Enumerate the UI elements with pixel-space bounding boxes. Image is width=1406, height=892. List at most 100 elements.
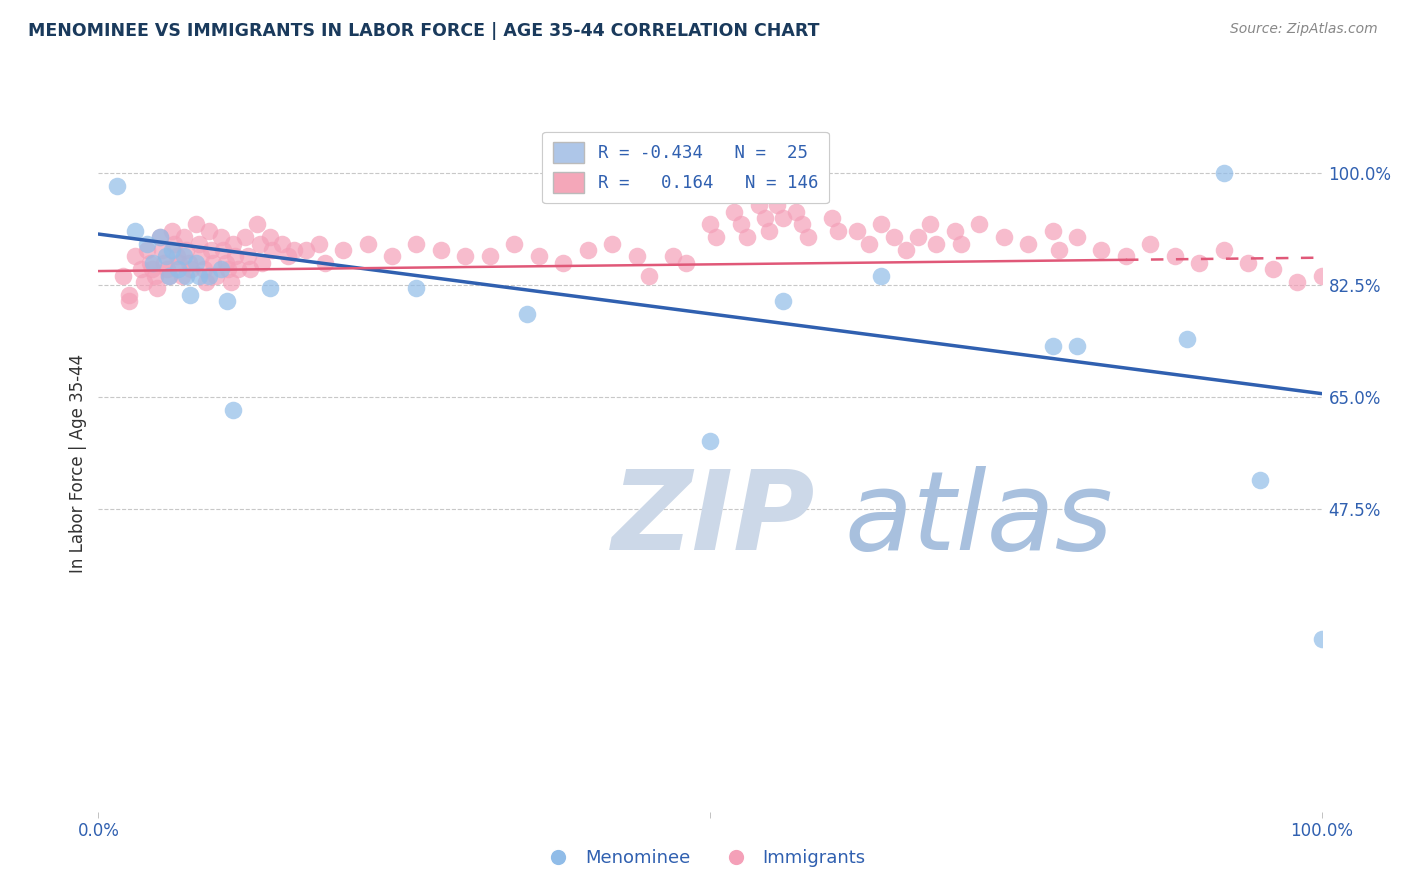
Point [136, 236, 159, 251]
Point [160, 224, 183, 238]
Text: MENOMINEE VS IMMIGRANTS IN LABOR FORCE | AGE 35-44 CORRELATION CHART: MENOMINEE VS IMMIGRANTS IN LABOR FORCE |… [28, 22, 820, 40]
Point [111, 268, 134, 283]
Point [153, 256, 176, 270]
Point [1066, 339, 1088, 353]
Point [1066, 230, 1088, 244]
Legend: R = -0.434   N =  25, R =   0.164   N = 146: R = -0.434 N = 25, R = 0.164 N = 146 [543, 132, 828, 203]
Point [943, 224, 966, 238]
Point [1017, 236, 1039, 251]
Point [405, 236, 427, 251]
Point [195, 275, 218, 289]
Point [797, 230, 820, 244]
Point [142, 256, 165, 270]
Point [735, 230, 758, 244]
Point [155, 249, 177, 263]
Point [150, 243, 173, 257]
Point [993, 230, 1015, 244]
Point [118, 287, 141, 301]
Point [146, 281, 169, 295]
Point [259, 281, 281, 295]
Point [190, 249, 212, 263]
Point [1249, 473, 1271, 487]
Point [222, 402, 245, 417]
Point [704, 230, 727, 244]
Point [252, 256, 274, 270]
Point [478, 249, 501, 263]
Point [515, 307, 537, 321]
Point [675, 256, 697, 270]
Point [845, 224, 868, 238]
Point [197, 268, 219, 283]
Point [730, 218, 752, 232]
Point [186, 256, 208, 270]
Point [118, 294, 141, 309]
Point [167, 256, 190, 270]
Point [308, 236, 330, 251]
Point [1188, 256, 1211, 270]
Point [1310, 268, 1333, 283]
Point [870, 218, 893, 232]
Point [1212, 243, 1234, 257]
Point [894, 243, 917, 257]
Point [124, 249, 146, 263]
Point [600, 236, 623, 251]
Point [141, 262, 163, 277]
Point [239, 262, 262, 277]
Point [139, 256, 162, 270]
Point [907, 230, 929, 244]
Point [503, 236, 526, 251]
Point [157, 268, 180, 283]
Point [748, 198, 770, 212]
Point [179, 287, 201, 301]
Point [1237, 256, 1260, 270]
Point [187, 236, 209, 251]
Point [858, 236, 880, 251]
Point [821, 211, 844, 225]
Point [105, 179, 128, 194]
Point [1286, 275, 1309, 289]
Point [920, 218, 942, 232]
Point [772, 294, 794, 309]
Point [143, 268, 166, 283]
Point [160, 243, 183, 257]
Point [197, 224, 219, 238]
Point [827, 224, 849, 238]
Point [454, 249, 477, 263]
Point [249, 236, 271, 251]
Point [699, 434, 721, 449]
Point [132, 275, 155, 289]
Point [233, 230, 256, 244]
Point [1090, 243, 1112, 257]
Point [870, 268, 893, 283]
Point [314, 256, 336, 270]
Point [761, 186, 783, 200]
Point [277, 249, 299, 263]
Point [193, 262, 215, 277]
Point [173, 249, 195, 263]
Point [638, 268, 661, 283]
Legend: Menominee, Immigrants: Menominee, Immigrants [533, 842, 873, 874]
Point [226, 262, 249, 277]
Point [215, 294, 238, 309]
Point [1261, 262, 1284, 277]
Point [1164, 249, 1187, 263]
Point [772, 211, 794, 225]
Text: atlas: atlas [845, 466, 1114, 573]
Point [1175, 332, 1198, 346]
Point [224, 249, 246, 263]
Point [527, 249, 550, 263]
Point [214, 256, 236, 270]
Point [166, 249, 188, 263]
Point [262, 243, 284, 257]
Point [430, 243, 453, 257]
Point [200, 243, 222, 257]
Point [626, 249, 648, 263]
Point [180, 262, 202, 277]
Point [785, 204, 807, 219]
Point [187, 268, 209, 283]
Point [270, 236, 294, 251]
Point [173, 230, 195, 244]
Point [149, 230, 172, 244]
Point [283, 243, 305, 257]
Point [356, 236, 378, 251]
